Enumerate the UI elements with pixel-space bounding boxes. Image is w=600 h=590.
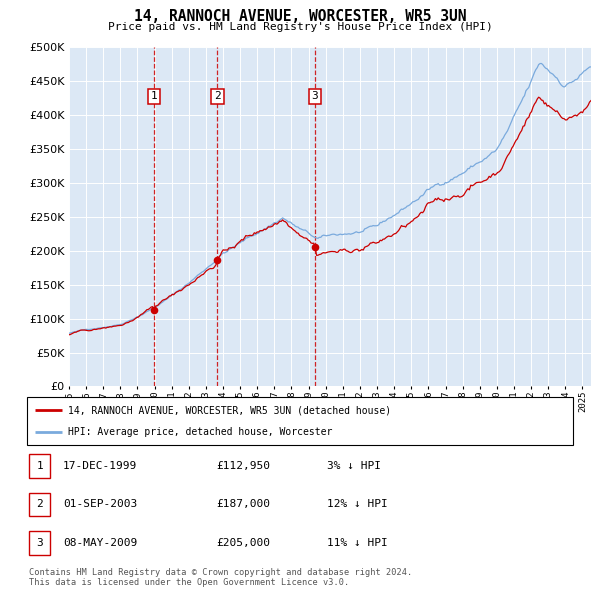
- Text: 12% ↓ HPI: 12% ↓ HPI: [327, 500, 388, 509]
- Text: 2: 2: [214, 91, 221, 101]
- Text: 01-SEP-2003: 01-SEP-2003: [63, 500, 137, 509]
- Text: 3% ↓ HPI: 3% ↓ HPI: [327, 461, 381, 471]
- Text: 1: 1: [36, 461, 43, 471]
- Text: HPI: Average price, detached house, Worcester: HPI: Average price, detached house, Worc…: [68, 427, 332, 437]
- Text: 11% ↓ HPI: 11% ↓ HPI: [327, 538, 388, 548]
- Text: 1: 1: [151, 91, 157, 101]
- Text: 08-MAY-2009: 08-MAY-2009: [63, 538, 137, 548]
- Text: 3: 3: [311, 91, 318, 101]
- Text: Price paid vs. HM Land Registry's House Price Index (HPI): Price paid vs. HM Land Registry's House …: [107, 22, 493, 32]
- Text: £187,000: £187,000: [216, 500, 270, 509]
- Text: 14, RANNOCH AVENUE, WORCESTER, WR5 3UN: 14, RANNOCH AVENUE, WORCESTER, WR5 3UN: [134, 9, 466, 24]
- Text: Contains HM Land Registry data © Crown copyright and database right 2024.
This d: Contains HM Land Registry data © Crown c…: [29, 568, 412, 587]
- Text: 17-DEC-1999: 17-DEC-1999: [63, 461, 137, 471]
- Text: 3: 3: [36, 538, 43, 548]
- Text: £112,950: £112,950: [216, 461, 270, 471]
- Text: £205,000: £205,000: [216, 538, 270, 548]
- Text: 2: 2: [36, 500, 43, 509]
- FancyBboxPatch shape: [27, 397, 573, 445]
- Text: 14, RANNOCH AVENUE, WORCESTER, WR5 3UN (detached house): 14, RANNOCH AVENUE, WORCESTER, WR5 3UN (…: [68, 405, 391, 415]
